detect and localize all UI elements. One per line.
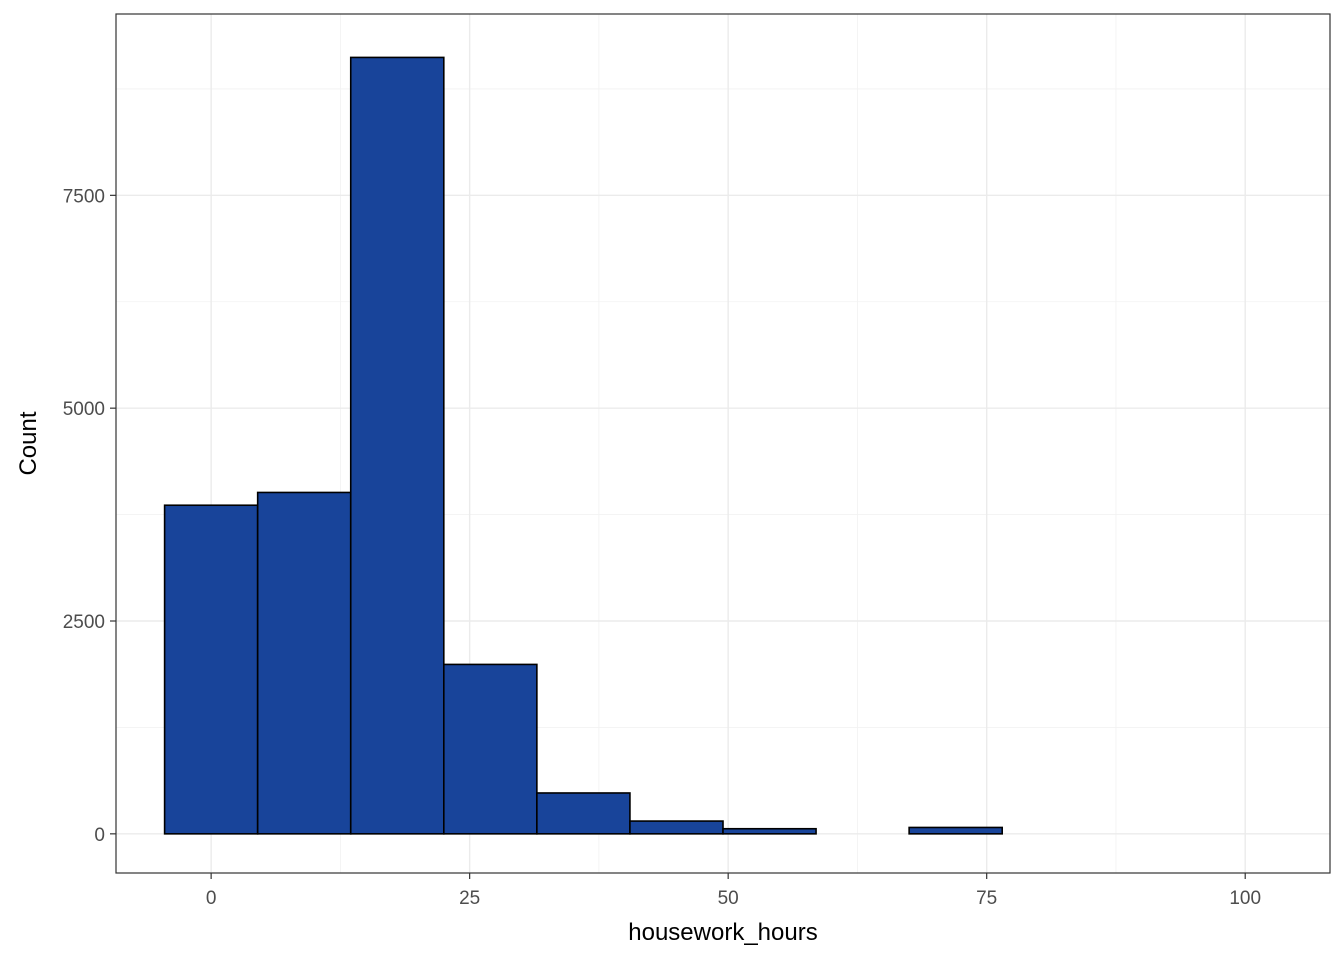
histogram-bar-2: [349, 56, 445, 835]
x-tick-label: 50: [718, 888, 739, 909]
y-axis-title: Count: [15, 411, 42, 475]
histogram-bar-4: [536, 792, 631, 835]
x-tick-label: 0: [206, 888, 217, 909]
x-tick-label: 25: [459, 888, 480, 909]
y-tick-label: 0: [94, 825, 105, 846]
histogram-bar-6: [722, 827, 817, 835]
y-tick-label: 2500: [63, 612, 105, 633]
bars: [163, 56, 1003, 835]
x-tick-label: 100: [1229, 888, 1261, 909]
histogram-bar-8: [908, 826, 1003, 835]
y-tick-label: 7500: [63, 186, 105, 207]
y-tick-label: 5000: [63, 399, 105, 420]
histogram-bar-0: [163, 504, 259, 835]
histogram-bar-5: [629, 820, 724, 835]
x-tick-label: 75: [976, 888, 997, 909]
axis-ticks: 0 25 50 75 100 0 2500 5000 7500: [63, 186, 1261, 909]
x-axis-title: housework_hours: [628, 919, 817, 946]
panel-border: [115, 13, 1331, 874]
histogram-bar-1: [256, 491, 352, 835]
histogram-bar-3: [443, 663, 538, 835]
